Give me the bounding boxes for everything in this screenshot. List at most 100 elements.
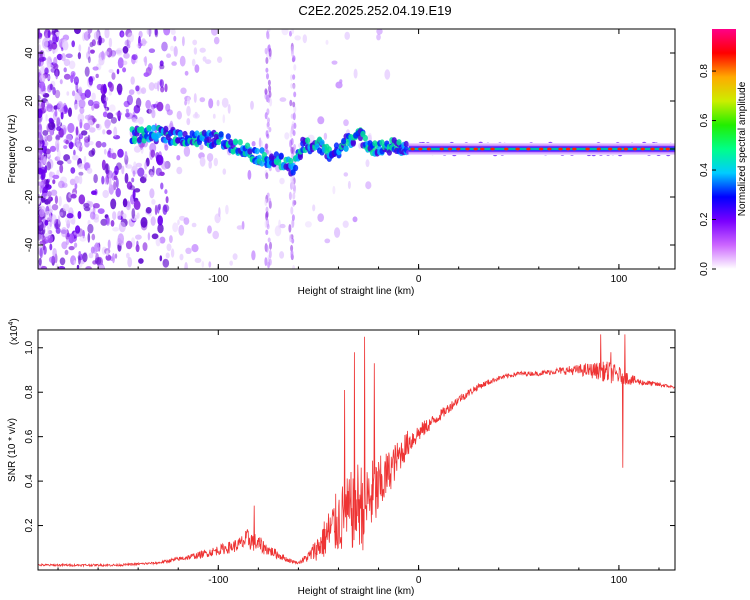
noise-mark xyxy=(38,257,42,266)
noise-mark xyxy=(75,225,81,234)
noise-mark xyxy=(173,35,177,42)
noise-mark xyxy=(58,180,65,189)
noise-mark xyxy=(44,67,49,75)
noise-mark xyxy=(251,141,256,147)
noise-mark xyxy=(45,114,48,122)
noise-mark xyxy=(94,257,102,265)
noise-mark xyxy=(149,171,154,178)
x-tick-label: 0 xyxy=(416,575,422,586)
noise-mark xyxy=(368,132,372,140)
ridge-mark xyxy=(194,130,200,137)
noise-mark xyxy=(102,189,109,199)
noise-mark xyxy=(112,227,120,232)
noise-mark xyxy=(131,117,136,123)
noise-mark xyxy=(111,72,116,80)
streak-mark xyxy=(292,74,296,80)
noise-mark xyxy=(130,76,135,85)
noise-mark xyxy=(38,147,43,158)
streak-mark xyxy=(290,74,293,81)
noise-mark xyxy=(342,220,349,228)
noise-mark xyxy=(52,174,60,180)
noise-mark xyxy=(140,217,148,228)
noise-mark xyxy=(59,79,63,85)
noise-mark xyxy=(112,211,117,221)
noise-mark xyxy=(166,243,172,252)
noise-mark xyxy=(145,99,152,109)
streak-mark xyxy=(292,130,296,136)
noise-mark xyxy=(84,114,91,120)
noise-mark xyxy=(180,87,187,95)
noise-mark xyxy=(101,50,105,61)
noise-mark xyxy=(279,251,285,259)
noise-mark xyxy=(142,242,148,252)
noise-mark xyxy=(222,168,227,175)
noise-mark xyxy=(108,152,114,159)
noise-mark xyxy=(108,104,116,112)
noise-mark xyxy=(44,210,52,221)
noise-mark xyxy=(216,99,220,107)
noise-mark xyxy=(65,238,70,245)
snr-scale-exponent: 4 xyxy=(8,322,15,326)
streak-mark xyxy=(292,192,296,200)
noise-mark xyxy=(213,36,220,45)
noise-mark xyxy=(80,253,83,261)
noise-mark xyxy=(317,116,325,125)
noise-mark xyxy=(140,40,148,45)
noise-mark xyxy=(199,144,204,150)
noise-mark xyxy=(106,250,109,257)
noise-mark xyxy=(324,238,331,244)
noise-mark xyxy=(116,68,120,75)
snr-y-axis-label: SNR (10 * v/v) xyxy=(7,418,18,482)
noise-mark xyxy=(199,156,206,167)
streak-mark xyxy=(266,149,269,155)
noise-mark xyxy=(137,167,145,177)
ridge-mark xyxy=(362,134,368,142)
peak-mark xyxy=(632,147,638,151)
noise-mark xyxy=(39,247,43,259)
noise-mark xyxy=(68,141,74,150)
noise-mark xyxy=(52,248,57,258)
spectrogram-plot-area xyxy=(38,29,675,269)
noise-mark xyxy=(113,181,117,191)
noise-mark xyxy=(88,127,96,133)
noise-mark xyxy=(66,213,74,219)
noise-mark xyxy=(104,96,109,102)
noise-mark xyxy=(60,112,64,120)
peak-mark xyxy=(596,147,601,151)
spectrogram-y-axis-label: Frequency (Hz) xyxy=(7,115,18,184)
noise-mark xyxy=(102,129,106,135)
noise-mark xyxy=(145,207,152,214)
noise-mark xyxy=(76,139,81,148)
noise-mark xyxy=(113,175,118,181)
noise-mark xyxy=(46,103,53,112)
noise-mark xyxy=(229,260,233,266)
noise-mark xyxy=(76,264,80,269)
noise-mark xyxy=(128,89,135,95)
noise-mark xyxy=(281,29,289,36)
colorbar-ticks: 0.0 0.2 0.4 0.6 0.8 xyxy=(699,64,716,276)
noise-mark xyxy=(50,214,57,225)
noise-mark xyxy=(102,83,107,94)
noise-mark xyxy=(79,235,87,242)
peak-mark xyxy=(515,147,520,151)
noise-mark xyxy=(49,243,53,251)
noise-mark xyxy=(343,172,349,177)
noise-mark xyxy=(317,213,325,223)
noise-mark xyxy=(134,188,141,193)
noise-mark xyxy=(179,253,184,261)
noise-mark xyxy=(52,179,56,185)
noise-mark xyxy=(68,107,72,117)
noise-mark xyxy=(63,104,68,113)
noise-mark xyxy=(39,74,46,83)
peak-mark xyxy=(439,147,444,151)
noise-mark xyxy=(38,94,41,101)
noise-mark xyxy=(117,110,120,120)
noise-mark xyxy=(38,198,41,205)
peak-mark xyxy=(607,147,613,151)
ridge-mark xyxy=(333,142,340,149)
noise-mark xyxy=(165,196,169,204)
noise-mark xyxy=(44,219,49,226)
noise-mark xyxy=(50,189,58,196)
noise-mark xyxy=(131,177,135,183)
noise-mark xyxy=(52,33,58,45)
